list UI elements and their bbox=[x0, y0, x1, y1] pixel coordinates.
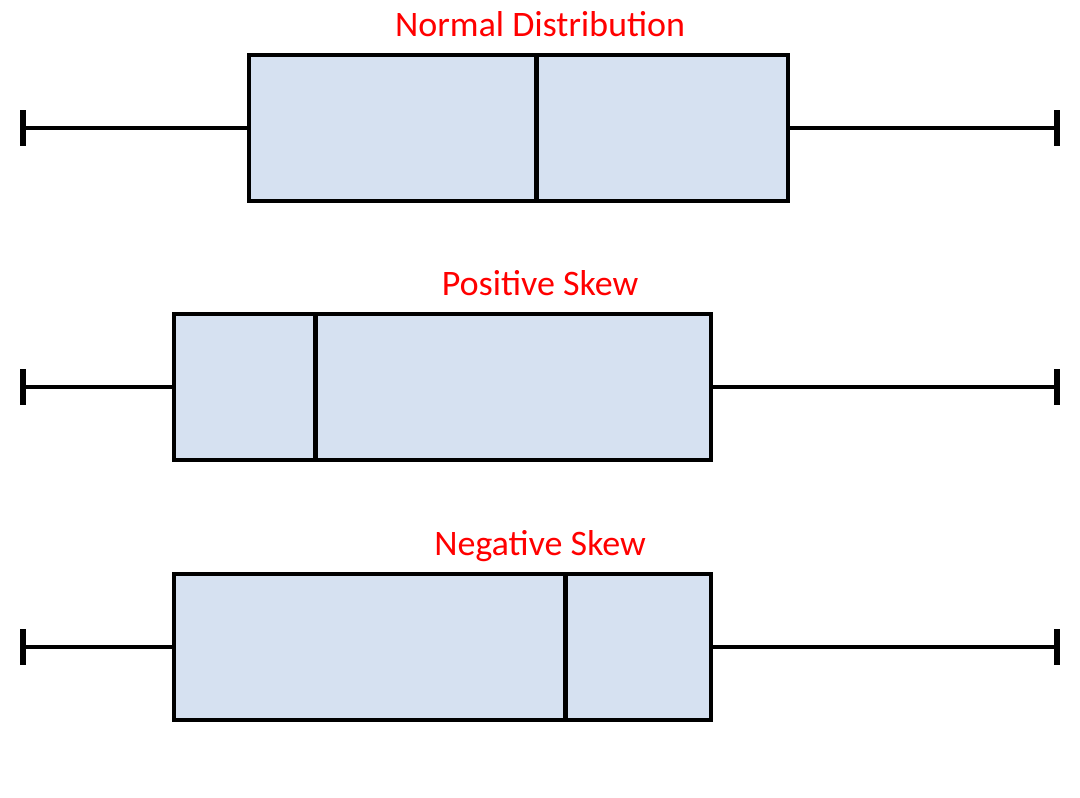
normal-title: Normal Distribution bbox=[0, 2, 1080, 46]
negative-median bbox=[563, 572, 568, 722]
negative-whisker-max-cap bbox=[1054, 629, 1060, 665]
negative-title: Negative Skew bbox=[0, 521, 1080, 565]
positive-median bbox=[313, 312, 318, 462]
normal-whisker-max-cap bbox=[1054, 110, 1060, 146]
positive-whisker-min-cap bbox=[20, 369, 26, 405]
negative-boxplot bbox=[0, 572, 1080, 722]
negative-whisker-right bbox=[713, 645, 1057, 649]
positive-boxplot bbox=[0, 312, 1080, 462]
normal-box bbox=[247, 53, 790, 203]
negative-whisker-left bbox=[23, 645, 172, 649]
normal-whisker-left bbox=[23, 126, 247, 130]
positive-box bbox=[172, 312, 713, 462]
normal-whisker-min-cap bbox=[20, 110, 26, 146]
negative-box bbox=[172, 572, 713, 722]
positive-whisker-left bbox=[23, 385, 172, 389]
positive-whisker-max-cap bbox=[1054, 369, 1060, 405]
positive-title: Positive Skew bbox=[0, 261, 1080, 305]
positive-whisker-right bbox=[713, 385, 1057, 389]
normal-whisker-right bbox=[790, 126, 1057, 130]
normal-boxplot bbox=[0, 53, 1080, 203]
negative-whisker-min-cap bbox=[20, 629, 26, 665]
normal-median bbox=[534, 53, 539, 203]
